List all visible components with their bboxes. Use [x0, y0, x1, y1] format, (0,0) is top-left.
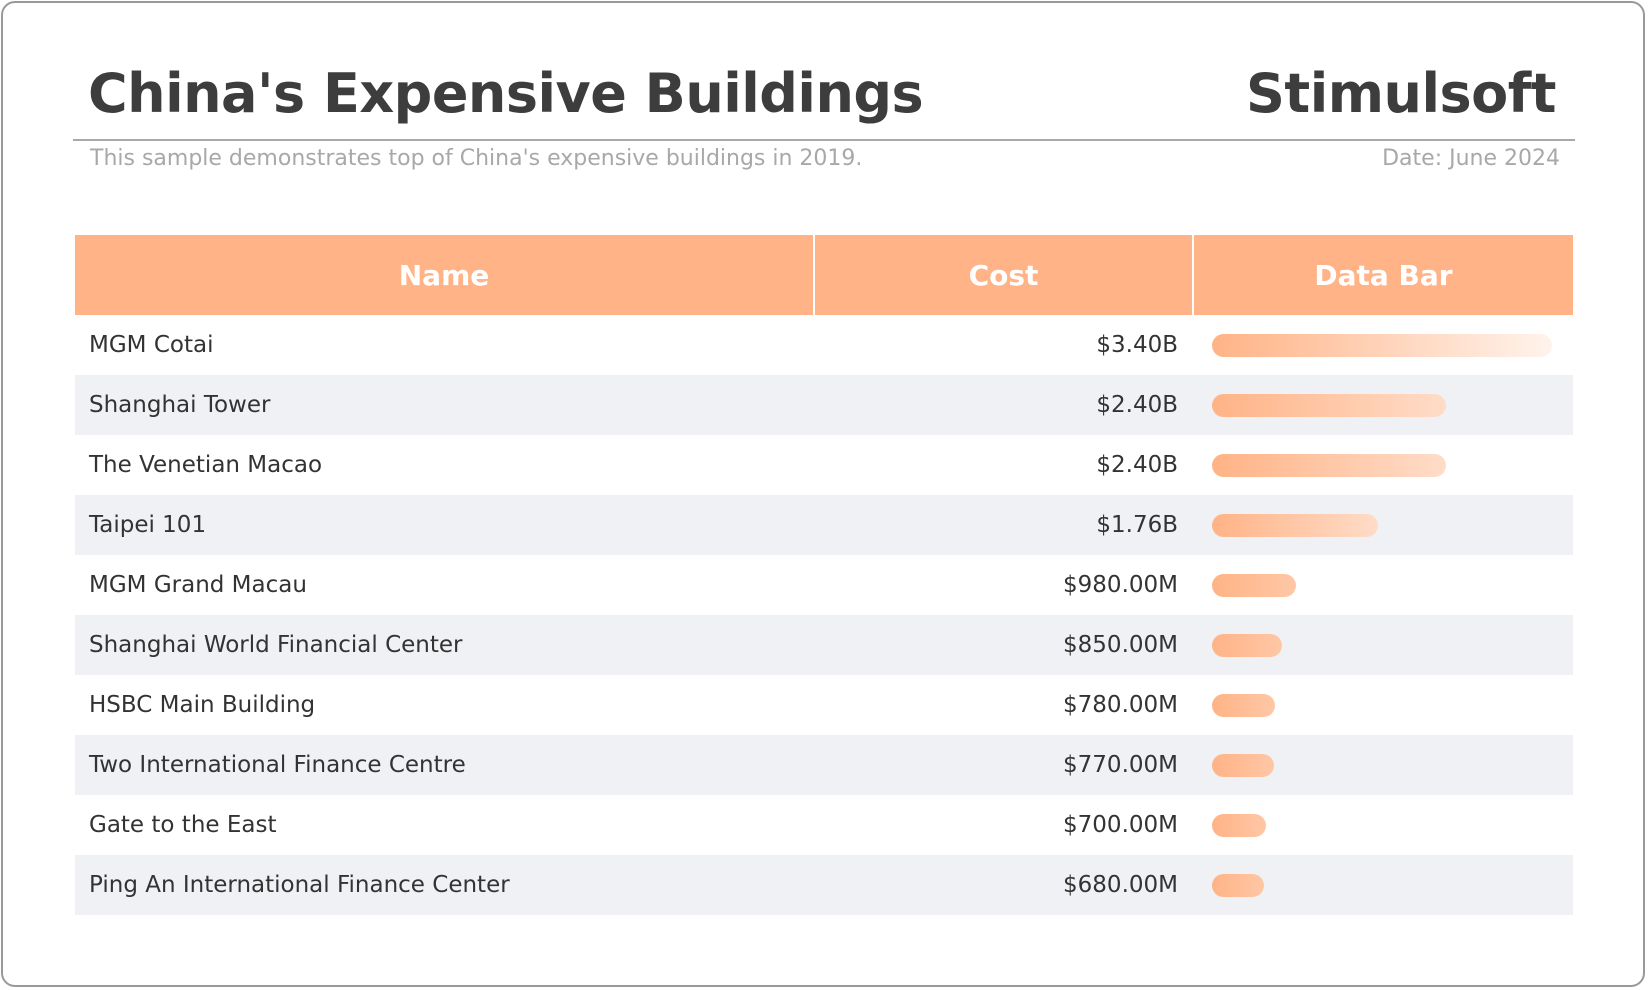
building-cost: $680.00M — [1063, 872, 1178, 898]
data-bar-cell — [1194, 795, 1573, 855]
building-name: MGM Cotai — [89, 332, 214, 358]
table-row: MGM Grand Macau $980.00M — [75, 555, 1573, 615]
table-row: Taipei 101 $1.76B — [75, 495, 1573, 555]
buildings-table: Name Cost Data Bar MGM Cotai $3.40B Shangh… — [75, 235, 1573, 915]
building-cost: $700.00M — [1063, 812, 1178, 838]
data-bar-cell — [1194, 375, 1573, 435]
report-subtitle: This sample demonstrates top of China's … — [90, 146, 863, 171]
column-header-cost: Cost — [815, 235, 1194, 315]
table-row: Ping An International Finance Center $680… — [75, 855, 1573, 915]
building-name: Two International Finance Centre — [89, 752, 466, 778]
data-bar — [1212, 514, 1379, 537]
table-row: Two International Finance Centre $770.00M — [75, 735, 1573, 795]
table-row: Shanghai World Financial Center $850.00M — [75, 615, 1573, 675]
building-name: MGM Grand Macau — [89, 572, 307, 598]
data-bar-cell — [1194, 615, 1573, 675]
building-cost: $2.40B — [1096, 392, 1178, 418]
building-name: Taipei 101 — [89, 512, 207, 538]
data-bar — [1212, 814, 1267, 837]
column-header-data-bar: Data Bar — [1314, 258, 1453, 292]
data-bar-cell — [1194, 675, 1573, 735]
building-name: Shanghai Tower — [89, 392, 271, 418]
building-name: Gate to the East — [89, 812, 277, 838]
data-bar-cell — [1194, 555, 1573, 615]
table-row: MGM Cotai $3.40B — [75, 315, 1573, 375]
data-bar — [1212, 454, 1447, 477]
report-title: China's Expensive Buildings — [88, 62, 924, 125]
data-bar — [1212, 334, 1552, 357]
table-header: Name Cost Data Bar — [75, 235, 1573, 315]
building-name: The Venetian Macao — [89, 452, 323, 478]
building-name: Ping An International Finance Center — [89, 872, 510, 898]
data-bar — [1212, 394, 1447, 417]
data-bar-cell — [1194, 735, 1573, 795]
data-bar-cell — [1194, 495, 1573, 555]
table-row: HSBC Main Building $780.00M — [75, 675, 1573, 735]
column-header-name: Name — [75, 235, 815, 315]
table-body: MGM Cotai $3.40B Shanghai Tower $2.40B The V… — [75, 315, 1573, 915]
table-row: The Venetian Macao $2.40B — [75, 435, 1573, 495]
building-cost: $980.00M — [1063, 572, 1178, 598]
building-cost: $770.00M — [1063, 752, 1178, 778]
data-bar-cell — [1194, 315, 1573, 375]
data-bar — [1212, 574, 1296, 597]
data-bar — [1212, 754, 1274, 777]
building-cost: $3.40B — [1096, 332, 1178, 358]
building-cost: $1.76B — [1096, 512, 1178, 538]
building-cost: $850.00M — [1063, 632, 1178, 658]
building-cost: $2.40B — [1096, 452, 1178, 478]
building-name: Shanghai World Financial Center — [89, 632, 463, 658]
table-row: Shanghai Tower $2.40B — [75, 375, 1573, 435]
data-bar-cell — [1194, 855, 1573, 915]
data-bar — [1212, 694, 1275, 717]
data-bar — [1212, 634, 1282, 657]
report-date: Date: June 2024 — [1382, 146, 1560, 171]
table-row: Gate to the East $700.00M — [75, 795, 1573, 855]
building-cost: $780.00M — [1063, 692, 1178, 718]
brand-name: Stimulsoft — [1246, 62, 1556, 125]
data-bar — [1212, 874, 1264, 897]
building-name: HSBC Main Building — [89, 692, 316, 718]
header-divider — [73, 139, 1575, 141]
data-bar-cell — [1194, 435, 1573, 495]
